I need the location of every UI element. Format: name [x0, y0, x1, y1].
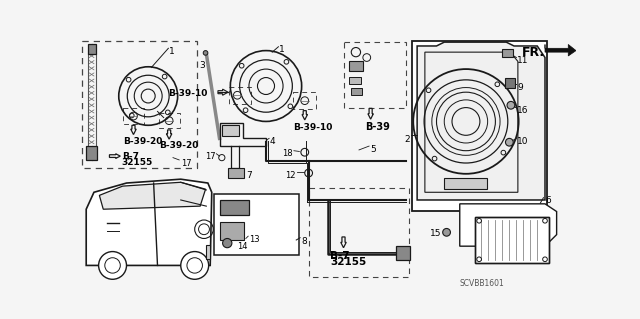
- Text: 1: 1: [279, 45, 285, 54]
- Text: 15: 15: [429, 229, 441, 238]
- Bar: [476, 217, 549, 263]
- Circle shape: [187, 258, 202, 273]
- Bar: [159, 113, 180, 128]
- Circle shape: [223, 239, 232, 248]
- Text: B-39-20: B-39-20: [123, 137, 162, 146]
- Text: 11: 11: [517, 56, 529, 65]
- Bar: [124, 108, 143, 124]
- Bar: [228, 168, 244, 178]
- Text: 18: 18: [282, 149, 293, 158]
- Bar: [344, 42, 406, 108]
- Text: B-39: B-39: [365, 122, 390, 132]
- Text: SCVBB1601: SCVBB1601: [460, 278, 504, 287]
- Bar: [220, 221, 244, 240]
- Bar: [444, 178, 487, 189]
- Text: 10: 10: [517, 137, 529, 146]
- Bar: [349, 61, 363, 70]
- Bar: [88, 44, 96, 55]
- Text: B-39-20: B-39-20: [159, 141, 198, 151]
- Text: 2: 2: [404, 135, 410, 144]
- Text: 32155: 32155: [122, 159, 153, 167]
- Text: 17: 17: [180, 159, 191, 168]
- Polygon shape: [460, 204, 557, 246]
- Text: 3: 3: [199, 61, 205, 70]
- Bar: [412, 41, 547, 211]
- Text: 17: 17: [205, 152, 216, 161]
- Bar: [502, 49, 513, 57]
- Text: 9: 9: [517, 83, 523, 92]
- Text: B-7: B-7: [330, 251, 350, 261]
- Bar: [349, 77, 362, 85]
- Circle shape: [443, 228, 451, 236]
- Bar: [293, 92, 316, 109]
- Text: 4: 4: [270, 137, 275, 146]
- Circle shape: [180, 252, 209, 279]
- Text: 8: 8: [301, 237, 307, 246]
- Bar: [308, 189, 410, 277]
- Bar: [229, 87, 250, 104]
- Text: 6: 6: [545, 196, 551, 205]
- Text: 32155: 32155: [330, 257, 367, 267]
- Bar: [351, 87, 362, 95]
- Circle shape: [506, 138, 513, 146]
- Circle shape: [204, 51, 208, 55]
- Polygon shape: [417, 42, 545, 200]
- Circle shape: [507, 101, 515, 109]
- Bar: [396, 246, 410, 260]
- Bar: [205, 245, 210, 258]
- Bar: [222, 125, 239, 136]
- Text: B-39-10: B-39-10: [293, 123, 333, 132]
- Bar: [476, 217, 549, 263]
- Polygon shape: [99, 182, 205, 209]
- Text: 5: 5: [370, 145, 376, 153]
- Bar: [220, 200, 249, 215]
- Text: 7: 7: [246, 172, 252, 181]
- Text: 12: 12: [285, 172, 296, 181]
- Bar: [214, 194, 300, 256]
- Circle shape: [105, 258, 120, 273]
- Text: FR.: FR.: [522, 46, 545, 59]
- Bar: [505, 78, 515, 87]
- Text: 1: 1: [169, 47, 175, 56]
- Text: B-39-10: B-39-10: [168, 89, 208, 98]
- Text: 13: 13: [249, 235, 260, 244]
- Bar: [83, 41, 197, 168]
- Text: 14: 14: [237, 242, 248, 251]
- Text: B-7: B-7: [122, 152, 139, 161]
- Circle shape: [99, 252, 127, 279]
- Polygon shape: [545, 44, 576, 56]
- Bar: [86, 146, 97, 160]
- Text: 16: 16: [517, 106, 529, 115]
- Polygon shape: [86, 179, 212, 265]
